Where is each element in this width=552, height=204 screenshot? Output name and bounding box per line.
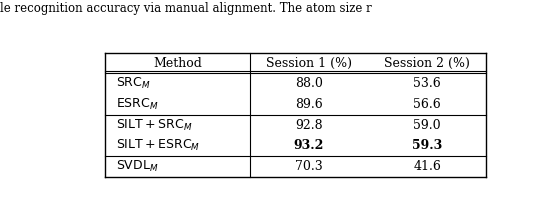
Text: $\mathrm{SVDL}_{M}$: $\mathrm{SVDL}_{M}$ — [116, 159, 158, 174]
Text: $\mathrm{SILT + ESRC}_{M}$: $\mathrm{SILT + ESRC}_{M}$ — [116, 138, 200, 153]
Text: 59.0: 59.0 — [413, 119, 441, 132]
Text: Session 1 (%): Session 1 (%) — [266, 57, 352, 70]
Text: 53.6: 53.6 — [413, 77, 441, 90]
Text: Method: Method — [153, 57, 202, 70]
Text: Session 2 (%): Session 2 (%) — [384, 57, 470, 70]
Text: 56.6: 56.6 — [413, 98, 441, 111]
Text: 92.8: 92.8 — [295, 119, 323, 132]
Text: 70.3: 70.3 — [295, 160, 323, 173]
Text: 89.6: 89.6 — [295, 98, 323, 111]
Text: $\mathrm{ESRC}_{M}$: $\mathrm{ESRC}_{M}$ — [116, 97, 159, 112]
Text: 41.6: 41.6 — [413, 160, 441, 173]
Text: 88.0: 88.0 — [295, 77, 323, 90]
Text: $\mathrm{SILT + SRC}_{M}$: $\mathrm{SILT + SRC}_{M}$ — [116, 118, 193, 133]
Text: $\mathrm{SRC}_{M}$: $\mathrm{SRC}_{M}$ — [116, 76, 151, 91]
Text: le recognition accuracy via manual alignment. The atom size r: le recognition accuracy via manual align… — [0, 2, 371, 15]
Text: 93.2: 93.2 — [294, 139, 324, 152]
Text: 59.3: 59.3 — [412, 139, 442, 152]
